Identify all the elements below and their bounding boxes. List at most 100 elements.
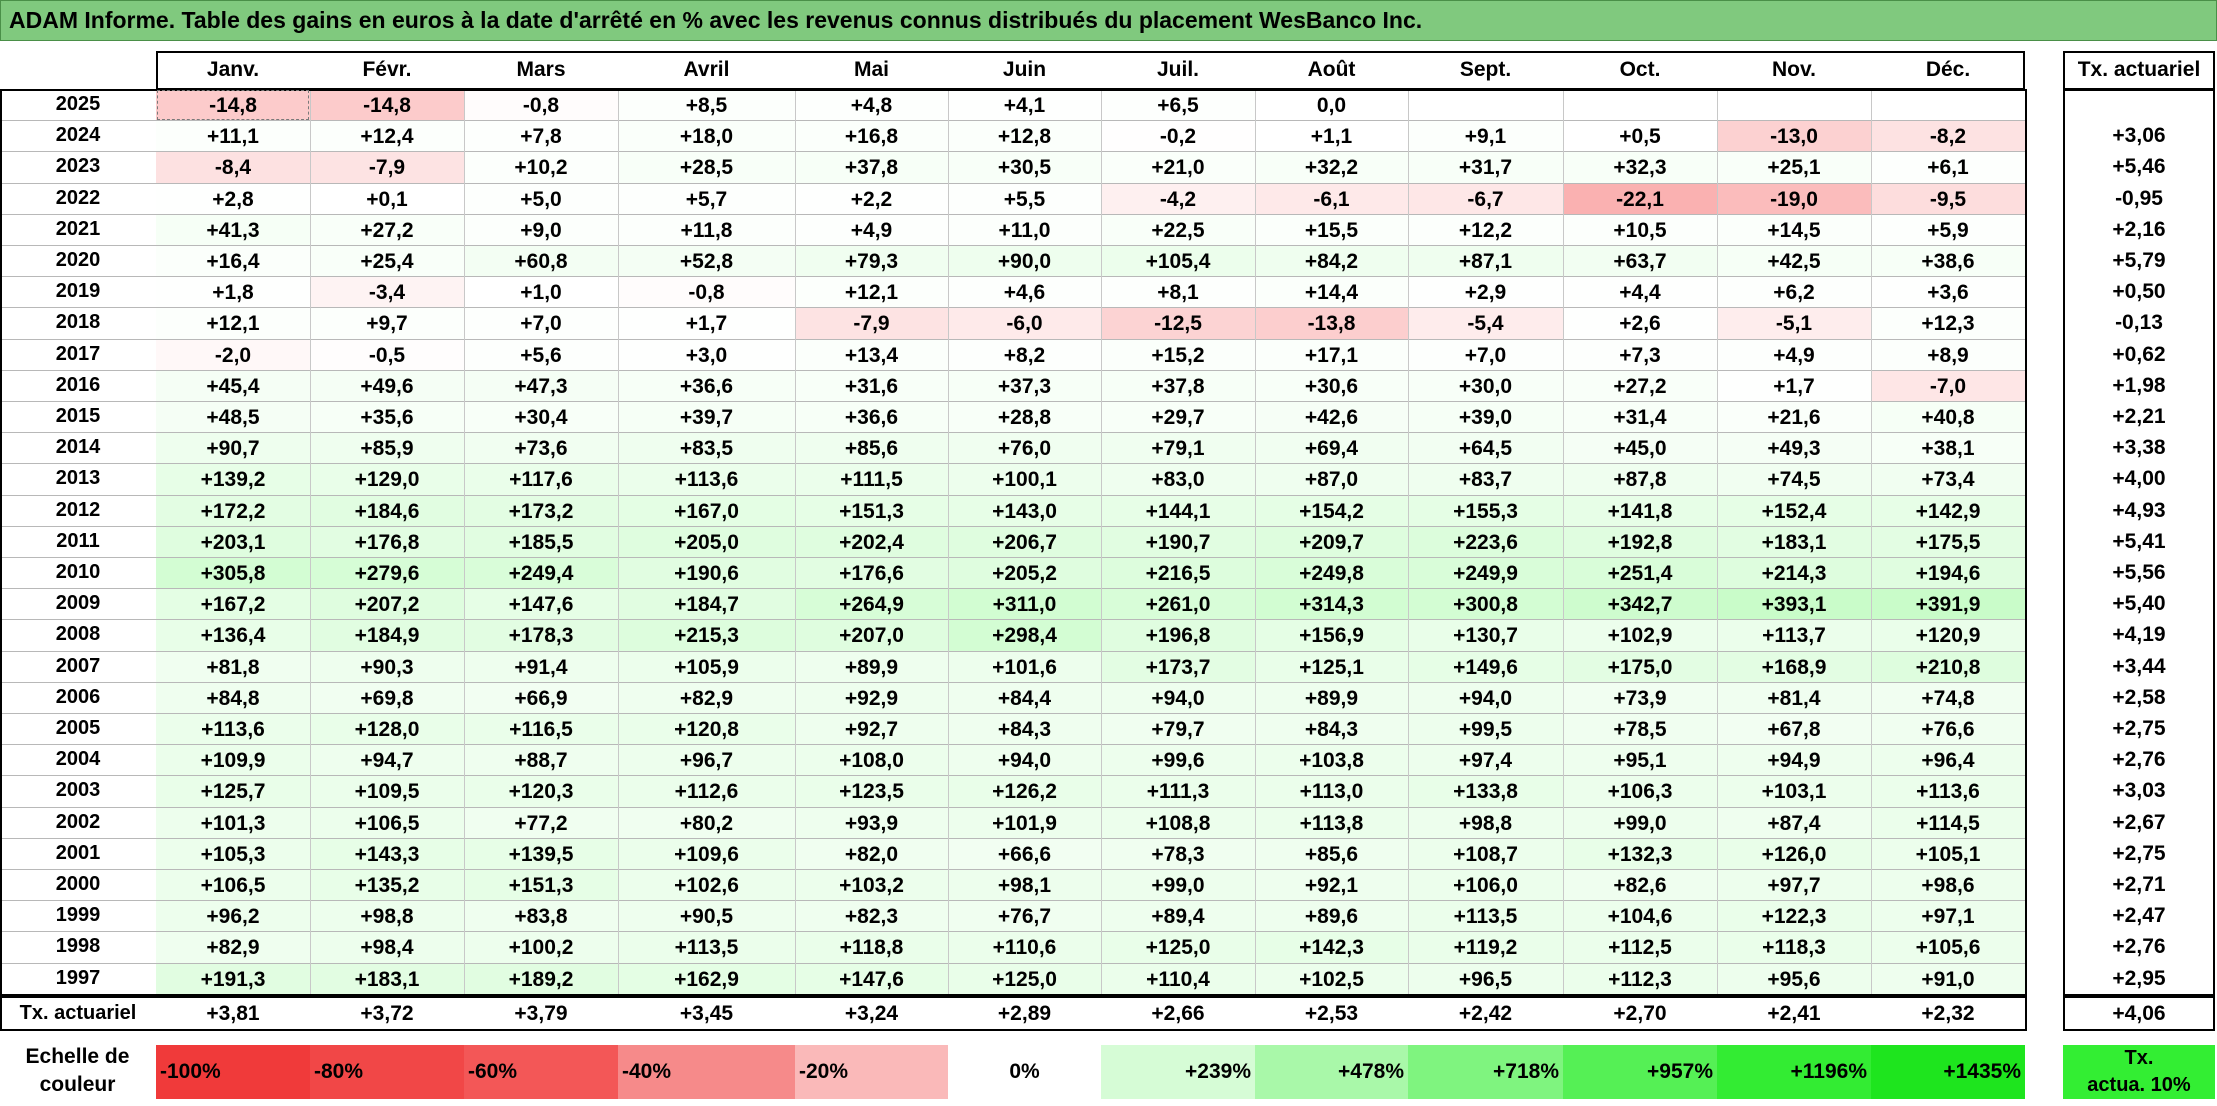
row-actuarial-rate: +3,38: [2112, 436, 2166, 460]
monthly-gain-cell: +85,6: [795, 433, 948, 464]
monthly-gain-cell: +7,0: [464, 308, 618, 339]
row-actuarial-rate: +3,03: [2112, 779, 2166, 803]
monthly-gain-cell: +76,6: [1871, 714, 2025, 745]
monthly-gain-cell: +100,2: [464, 932, 618, 963]
monthly-gain-cell: +10,5: [1563, 214, 1717, 245]
rate-header: Tx. actuariel: [2077, 58, 2201, 81]
monthly-gain-cell: +12,1: [156, 308, 310, 339]
row-divider: [0, 432, 2025, 434]
monthly-gain-cell: +41,3: [156, 214, 310, 245]
monthly-gain-cell: +191,3: [156, 963, 310, 994]
monthly-gain-cell: +203,1: [156, 526, 310, 557]
row-year: 2008: [55, 623, 101, 646]
monthly-gain-cell: +82,6: [1563, 870, 1717, 901]
monthly-gain-cell: +207,2: [310, 589, 464, 620]
row-actuarial-rate: +2,71: [2112, 873, 2166, 896]
monthly-gain-cell: +92,1: [1255, 870, 1408, 901]
monthly-gain-cell: +98,8: [310, 901, 464, 932]
color-scale-swatch: 0%: [948, 1045, 1101, 1099]
monthly-gain-cell: +4,9: [1717, 339, 1871, 370]
row-divider: [0, 151, 2025, 153]
monthly-gain-cell: +94,0: [1101, 682, 1255, 713]
monthly-gain-cell: +109,5: [310, 776, 464, 807]
monthly-gain-cell: +14,5: [1717, 214, 1871, 245]
row-actuarial-rate: +3,06: [2112, 124, 2166, 148]
footer-actuarial-cell: +2,32: [1921, 1001, 1975, 1025]
monthly-gain-cell: +103,2: [795, 870, 948, 901]
monthly-gain-cell: +100,1: [948, 464, 1101, 495]
monthly-gain-cell: +214,3: [1717, 558, 1871, 589]
monthly-gain-cell: +42,5: [1717, 246, 1871, 277]
monthly-gain-cell: +223,6: [1408, 526, 1563, 557]
monthly-gain-cell: +14,4: [1255, 277, 1408, 308]
monthly-gain-cell: -8,4: [156, 152, 310, 183]
row-divider: [0, 276, 2025, 278]
monthly-gain-cell: +139,5: [464, 838, 618, 869]
monthly-gain-cell: +113,6: [156, 714, 310, 745]
row-year: 2025: [55, 93, 101, 115]
monthly-gain-cell: +84,4: [948, 682, 1101, 713]
monthly-gain-cell: +29,7: [1101, 402, 1255, 433]
monthly-gain-cell: +144,1: [1101, 495, 1255, 526]
monthly-gain-cell: +30,4: [464, 402, 618, 433]
monthly-gain-cell: +94,0: [1408, 682, 1563, 713]
monthly-gain-cell: +42,6: [1255, 402, 1408, 433]
monthly-gain-cell: -14,8: [310, 90, 464, 121]
row-year: 2002: [55, 810, 101, 833]
row-actuarial-rate: -0,95: [2115, 186, 2163, 210]
color-scale-swatch: +1196%: [1717, 1045, 1871, 1099]
monthly-gain-cell: +48,5: [156, 402, 310, 433]
color-scale-swatch: +1435%: [1871, 1045, 2025, 1099]
monthly-gain-cell: +4,1: [948, 90, 1101, 121]
row-actuarial-rate: +2,95: [2112, 966, 2166, 990]
row-divider: [0, 650, 2025, 652]
footer-actuarial-cell: +2,41: [1767, 1001, 1821, 1025]
monthly-gain-cell: +113,7: [1717, 620, 1871, 651]
monthly-gain-cell: +98,6: [1871, 870, 2025, 901]
monthly-gain-cell: +5,7: [618, 183, 795, 214]
monthly-gain-cell: +82,9: [156, 932, 310, 963]
row-actuarial-rate: +4,93: [2112, 498, 2166, 522]
row-divider: [0, 494, 2025, 496]
monthly-gain-cell: +118,8: [795, 932, 948, 963]
monthly-gain-cell: +92,7: [795, 714, 948, 745]
monthly-gain-cell: +45,4: [156, 370, 310, 401]
monthly-gain-cell: +110,6: [948, 932, 1101, 963]
color-scale-swatch: +239%: [1101, 1045, 1255, 1099]
monthly-gain-cell: +92,9: [795, 682, 948, 713]
monthly-gain-cell: +45,0: [1563, 433, 1717, 464]
month-header: Avril: [683, 58, 730, 81]
monthly-gain-cell: +190,6: [618, 558, 795, 589]
row-divider: [0, 525, 2025, 527]
monthly-gain-cell: [1871, 90, 2025, 121]
monthly-gain-cell: +94,0: [948, 745, 1101, 776]
monthly-gain-cell: +215,3: [618, 620, 795, 651]
monthly-gain-cell: +154,2: [1255, 495, 1408, 526]
monthly-gain-cell: +40,8: [1871, 402, 2025, 433]
row-divider: [0, 463, 2025, 465]
monthly-gain-cell: +112,5: [1563, 932, 1717, 963]
color-scale-swatch: -100%: [156, 1045, 310, 1099]
monthly-gain-cell: +93,9: [795, 807, 948, 838]
monthly-gain-cell: +84,3: [948, 714, 1101, 745]
monthly-gain-cell: +298,4: [948, 620, 1101, 651]
row-divider: [0, 401, 2025, 402]
monthly-gain-cell: +31,4: [1563, 402, 1717, 433]
monthly-gain-cell: +8,2: [948, 339, 1101, 370]
monthly-gain-cell: [1563, 90, 1717, 121]
monthly-gain-cell: +91,0: [1871, 963, 2025, 994]
monthly-gain-cell: +31,6: [795, 370, 948, 401]
month-header: Janv.: [206, 58, 260, 81]
monthly-gain-cell: +10,2: [464, 152, 618, 183]
monthly-gain-cell: +97,7: [1717, 870, 1871, 901]
color-scale-label-line1: Echelle de: [25, 1045, 130, 1068]
monthly-gain-cell: +105,6: [1871, 932, 2025, 963]
monthly-gain-cell: +1,0: [464, 277, 618, 308]
monthly-gain-cell: +1,7: [1717, 370, 1871, 401]
monthly-gain-cell: +12,4: [310, 121, 464, 152]
monthly-gain-cell: +126,2: [948, 776, 1101, 807]
monthly-gain-cell: +16,8: [795, 121, 948, 152]
footer-actuarial-cell: +3,24: [844, 1001, 899, 1025]
monthly-gain-cell: +2,2: [795, 183, 948, 214]
monthly-gain-cell: +126,0: [1717, 838, 1871, 869]
